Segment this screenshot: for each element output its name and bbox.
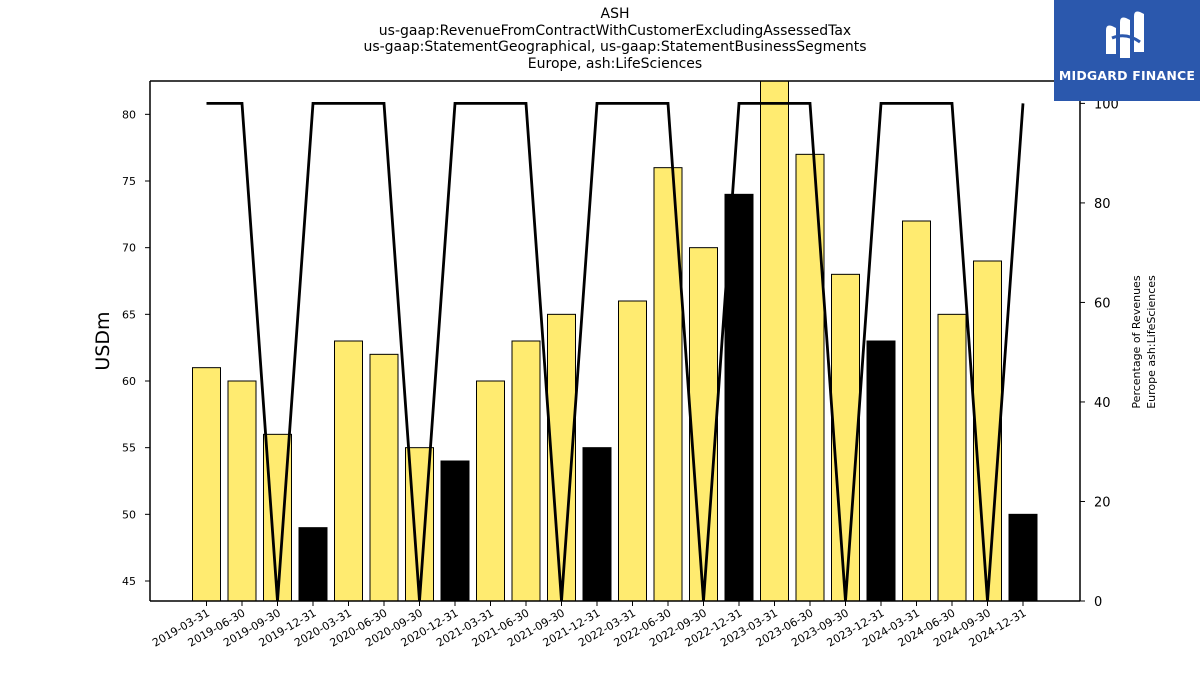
bar-2021-06-30: [511, 340, 541, 601]
y2-tick-label-40: 40: [1094, 396, 1111, 411]
percentage-line: [206, 101, 1025, 601]
y2-tick-label-20: 20: [1094, 495, 1111, 510]
logo-text: MIDGARD FINANCE: [1058, 68, 1196, 83]
y-tick-label-60: 60: [122, 375, 136, 388]
title-line-4: Europe, ash:LifeSciences: [527, 55, 703, 72]
title-line-2: us-gaap:RevenueFromContractWithCustomerE…: [378, 22, 852, 39]
y2-tick-label-100: 100: [1094, 97, 1119, 112]
midgard-finance-logo: MIDGARD FINANCE: [1054, 0, 1200, 101]
y-axis-label: USDm: [92, 311, 114, 370]
y-tick-label-75: 75: [122, 175, 136, 188]
bar-2020-03-31: [334, 340, 363, 601]
y-tick-label-50: 50: [122, 508, 136, 521]
midgard-logo-icon: [1106, 11, 1144, 58]
y2-tick-label-60: 60: [1094, 296, 1111, 311]
y-tick-label-45: 45: [122, 575, 136, 588]
y2-tick-label-80: 80: [1094, 197, 1111, 212]
bar-2021-12-31: [582, 447, 612, 601]
bar-2024-06-30: [937, 313, 967, 601]
y-tick-label-65: 65: [122, 308, 136, 321]
y-tick-label-70: 70: [122, 242, 136, 255]
bar-2022-12-31: [724, 193, 754, 601]
plot-area: [192, 81, 1038, 601]
bar-2023-03-31: [760, 81, 789, 601]
bar-2024-12-31: [1008, 513, 1038, 601]
chart-title: ASH us-gaap:RevenueFromContractWithCusto…: [150, 6, 1080, 72]
y2-tick-label-0: 0: [1094, 595, 1102, 610]
bar-2020-06-30: [369, 353, 399, 601]
bar-2020-12-31: [440, 460, 470, 601]
bar-2019-03-31: [192, 367, 221, 601]
bar-2019-12-31: [298, 527, 328, 601]
bar-2023-12-31: [866, 340, 896, 601]
y-tick-label-80: 80: [122, 108, 136, 121]
title-line-1: ASH: [600, 6, 630, 22]
bar-2019-06-30: [227, 380, 257, 601]
y2-axis-label-line-1: Percentage of Revenues: [1130, 275, 1143, 408]
title-line-3: us-gaap:StatementGeographical, us-gaap:S…: [363, 39, 867, 55]
bar-2022-09-30: [689, 247, 718, 601]
bar-2024-09-30: [973, 260, 1002, 601]
y-tick-label-55: 55: [122, 442, 136, 455]
y2-axis-label-line-2: Europe ash:LifeSciences: [1145, 275, 1158, 409]
bar-2024-03-31: [902, 220, 931, 601]
bar-2022-03-31: [618, 300, 647, 601]
bar-2021-03-31: [476, 380, 505, 601]
bar-2023-09-30: [831, 273, 860, 601]
